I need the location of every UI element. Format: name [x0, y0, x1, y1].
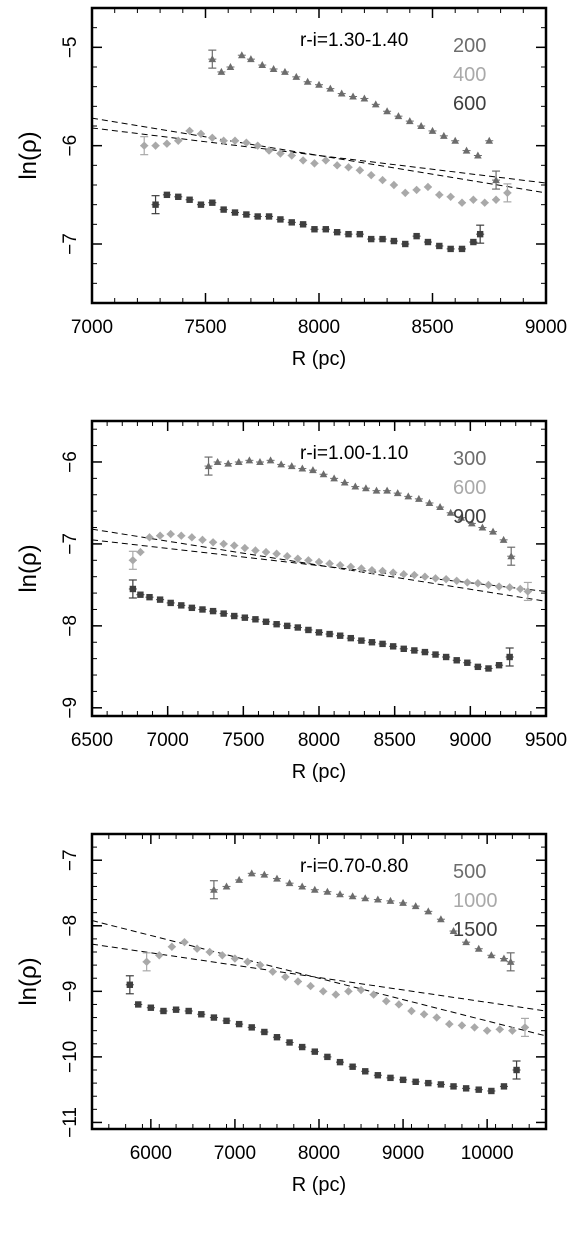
x-tick-label: 9000: [382, 1143, 424, 1164]
x-tick-label: 7000: [147, 730, 189, 751]
x-axis-label: R (pc): [292, 761, 346, 783]
y-tick-label: −8: [60, 615, 81, 637]
legend-entry: 500: [453, 861, 486, 883]
data-point: [478, 523, 487, 531]
data-point: [399, 898, 407, 906]
y-tick-label: −6: [60, 135, 81, 157]
data-point: [247, 869, 256, 877]
fit-line: [91, 920, 547, 1037]
panel-2: 6500 7000 7500 8000 8500 9000 9500 −6 −7 −8 −9 R (p…: [0, 413, 570, 826]
x-axis-label: R (pc): [292, 1174, 346, 1196]
x-tick-label: 8500: [411, 317, 453, 338]
x-tick-label: 8000: [298, 317, 340, 338]
x-tick-label: 7500: [184, 317, 226, 338]
fit-line: [91, 943, 547, 1012]
chart-title: r-i=1.00-1.10: [300, 443, 408, 464]
legend-entry: 1000: [453, 890, 498, 912]
legend-entry: 200: [453, 35, 486, 57]
chart-title: r-i=1.30-1.40: [300, 30, 408, 51]
legend-entry: 400: [453, 64, 486, 86]
x-tick-label: 8000: [298, 1143, 340, 1164]
x-axis-label: R (pc): [292, 348, 346, 370]
panel-3: 6000 7000 8000 9000 10000 −7 −8 −9 −10 −11 R (pc) l…: [0, 826, 570, 1239]
data-point: [351, 482, 360, 490]
x-tick-label: 9000: [525, 317, 567, 338]
y-tick-label: −7: [60, 849, 81, 871]
data-point: [273, 874, 281, 882]
x-tick-label: 8000: [298, 730, 340, 751]
data-point: [309, 466, 317, 474]
data-point: [372, 486, 381, 494]
chart-3: 6000 7000 8000 9000 10000 −7 −8 −9 −10 −11 R (pc) l…: [15, 832, 548, 1196]
data-point: [298, 464, 307, 472]
data-point: [336, 890, 344, 898]
x-tick-label: 7000: [71, 317, 113, 338]
x-tick-label: 10000: [461, 1143, 514, 1164]
x-tick-label: 8500: [374, 730, 416, 751]
data-point: [383, 486, 391, 494]
x-tick-label: 7500: [222, 730, 264, 751]
y-axis-label: ln(ρ): [15, 544, 42, 592]
data-point: [500, 954, 508, 962]
y-tick-label: −11: [60, 1107, 81, 1138]
fit-line: [91, 117, 547, 194]
y-tick-label: −9: [60, 980, 81, 1002]
legend-entry: 300: [453, 448, 486, 470]
y-tick-label: −8: [60, 915, 81, 937]
y-tick-label: −7: [60, 233, 81, 255]
chart-title: r-i=0.70-0.80: [300, 856, 408, 877]
chart-1: 7000 7500 8000 8500 9000 −5 −6 −7 R (pc) ln(ρ) r-i…: [15, 6, 567, 370]
data-point: [424, 907, 433, 915]
data-point: [319, 470, 328, 478]
data-point: [436, 503, 444, 511]
data-point: [446, 508, 455, 516]
data-point: [468, 519, 476, 527]
y-tick-label: −7: [60, 533, 81, 555]
y-axis-label: ln(ρ): [15, 957, 42, 1005]
x-tick-label: 7000: [214, 1143, 256, 1164]
panel-1: 7000 7500 8000 8500 9000 −5 −6 −7 R (pc) ln(ρ) r-i…: [0, 0, 570, 413]
y-tick-label: −6: [60, 451, 81, 473]
y-tick-label: −5: [60, 36, 81, 58]
x-tick-label: 9500: [525, 730, 567, 751]
legend-entry: 1500: [453, 919, 498, 941]
legend-entry: 900: [453, 506, 486, 528]
y-tick-label: −9: [60, 697, 81, 719]
fit-line: [91, 528, 547, 602]
data-point: [449, 927, 458, 935]
data-point: [374, 895, 382, 903]
fit-line: [91, 127, 547, 184]
x-tick-label: 6500: [71, 730, 113, 751]
x-tick-label: 9000: [449, 730, 491, 751]
data-point: [411, 902, 420, 910]
data-point: [277, 460, 285, 468]
data-point: [348, 892, 357, 900]
x-tick-label: 6000: [130, 1143, 172, 1164]
legend-entry: 600: [453, 477, 486, 499]
chart-2: 6500 7000 7500 8000 8500 9000 9500 −6 −7 −8 −9 R (p…: [15, 419, 567, 783]
legend-entry: 600: [453, 93, 486, 115]
y-axis-label: ln(ρ): [15, 131, 42, 179]
y-tick-label: −10: [60, 1041, 81, 1073]
